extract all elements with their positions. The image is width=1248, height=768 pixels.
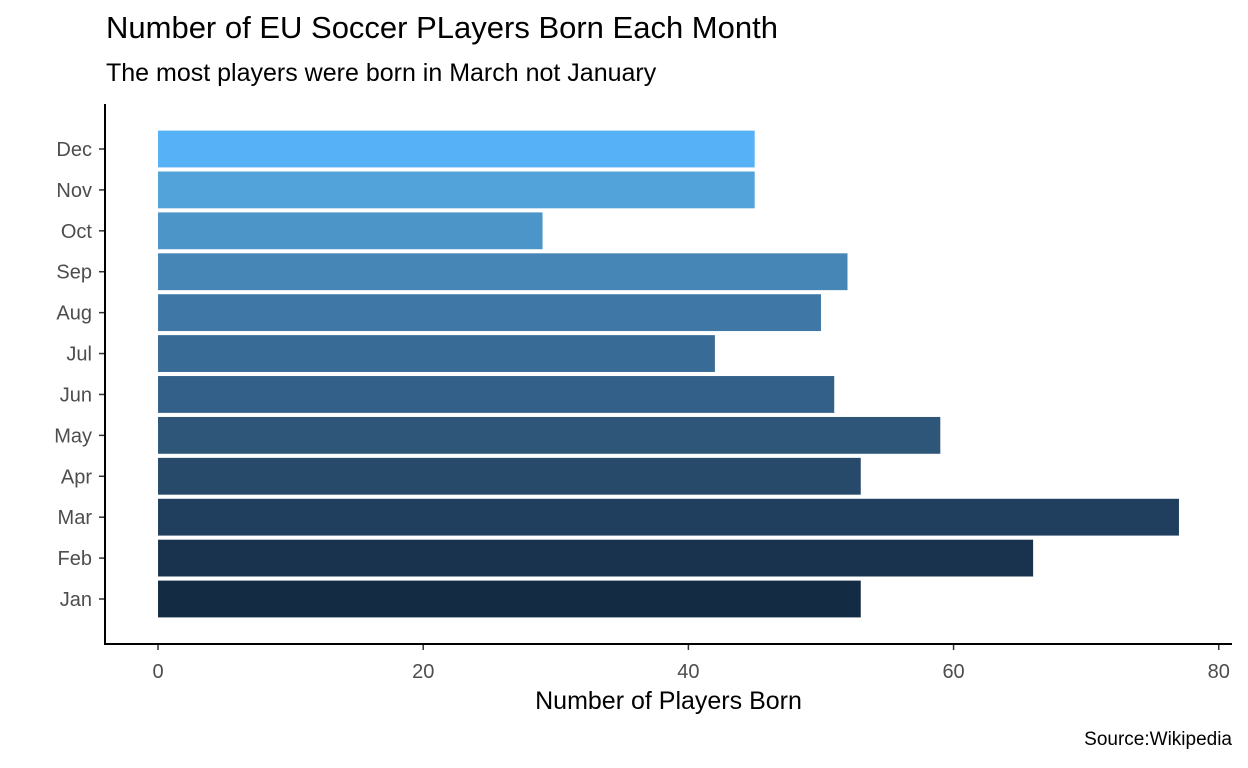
y-axis-ticks: Jan Feb Mar Apr May Jun Jul Aug Sep Oct Nov Dec — [54, 139, 105, 611]
x-tick-label: 20 — [412, 661, 434, 683]
y-tick-label: Jun — [60, 384, 92, 406]
y-tick-label: Apr — [61, 466, 92, 488]
bar-feb — [158, 539, 1034, 577]
bar-jul — [158, 335, 715, 372]
x-tick-label: 40 — [677, 661, 699, 683]
chart-subtitle: The most players were born in March not … — [106, 59, 657, 87]
chart-caption: Source:Wikipedia — [1084, 729, 1232, 750]
bars-group — [158, 130, 1179, 618]
x-tick-label: 60 — [942, 661, 964, 683]
bar-jan — [158, 580, 861, 618]
bar-oct — [158, 212, 543, 250]
y-tick-label: Jan — [60, 589, 92, 611]
bar-jun — [158, 376, 835, 413]
y-tick-label: May — [54, 425, 92, 447]
x-tick-label: 80 — [1208, 661, 1230, 683]
chart-title: Number of EU Soccer PLayers Born Each Mo… — [106, 10, 778, 45]
y-tick-label: Aug — [56, 303, 92, 325]
bar-mar — [158, 498, 1179, 536]
bar-dec — [158, 130, 755, 168]
bar-apr — [158, 457, 861, 495]
y-tick-label: Dec — [56, 139, 92, 161]
bar-nov — [158, 171, 755, 209]
x-tick-label: 0 — [152, 661, 163, 683]
y-tick-label: Mar — [58, 507, 93, 529]
bar-aug — [158, 294, 821, 332]
y-tick-label: Feb — [58, 548, 92, 570]
y-tick-label: Oct — [61, 221, 93, 243]
bar-sep — [158, 253, 848, 291]
x-axis-ticks: 0 20 40 60 80 — [152, 644, 1230, 683]
y-tick-label: Jul — [66, 344, 92, 366]
y-tick-label: Sep — [56, 262, 92, 284]
y-tick-label: Nov — [56, 180, 92, 202]
bar-may — [158, 416, 941, 454]
x-axis-title: Number of Players Born — [535, 687, 802, 715]
